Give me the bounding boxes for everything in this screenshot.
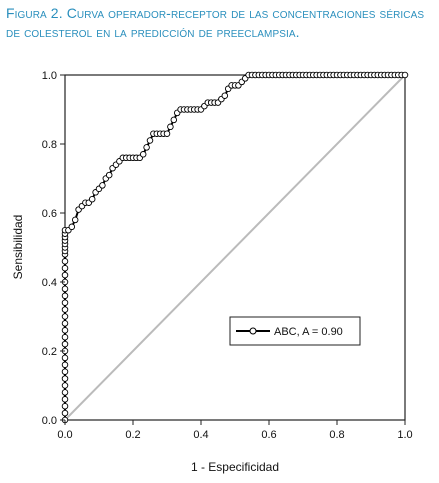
roc-point (163, 130, 171, 137)
roc-point (61, 375, 69, 382)
roc-point (71, 216, 79, 224)
roc-point (61, 271, 69, 279)
x-axis-title: 1 - Especificidad (191, 460, 279, 474)
y-tick-label: 0.6 (42, 208, 57, 220)
roc-point (143, 144, 150, 151)
roc-point (61, 258, 69, 265)
y-tick-label: 0.8 (42, 139, 57, 151)
roc-point (401, 71, 409, 79)
roc-point (61, 306, 69, 313)
x-tick-label: 0.4 (193, 429, 208, 441)
x-tick-label: 1.0 (397, 429, 412, 441)
roc-point (88, 195, 96, 203)
legend-label: ABC, A = 0.90 (274, 326, 343, 338)
roc-point (61, 313, 69, 320)
roc-point (61, 333, 69, 341)
y-tick-label: 0.4 (42, 277, 57, 289)
roc-point (221, 92, 229, 99)
roc-point (61, 327, 69, 334)
roc-point (61, 320, 69, 327)
roc-point (61, 389, 69, 396)
y-tick-label: 0.0 (42, 415, 57, 427)
x-tick-label: 0.2 (125, 429, 140, 441)
roc-point (61, 396, 69, 403)
roc-point (61, 382, 69, 389)
roc-point (105, 171, 113, 179)
y-axis-title: Sensibilidad (11, 215, 25, 280)
roc-point (61, 299, 69, 306)
roc-point (61, 368, 69, 375)
roc-point (61, 402, 69, 410)
roc-point (61, 285, 69, 293)
roc-point (61, 264, 69, 272)
roc-point (99, 182, 106, 189)
y-tick-label: 0.2 (42, 346, 57, 358)
y-tick-label: 1.0 (42, 70, 57, 82)
figure-label: Figura 2. (6, 5, 63, 21)
x-tick-label: 0.6 (261, 429, 276, 441)
x-tick-label: 0.0 (57, 429, 72, 441)
x-tick-label: 0.8 (329, 429, 344, 441)
roc-point (61, 361, 69, 369)
roc-point (61, 354, 69, 362)
roc-point (146, 137, 154, 144)
legend-marker (249, 327, 257, 335)
roc-point (68, 223, 76, 231)
roc-point (61, 340, 69, 348)
legend: ABC, A = 0.90 (229, 316, 361, 346)
roc-point (139, 151, 147, 158)
roc-point (167, 123, 174, 131)
figure-caption: Figura 2. Curva operador-receptor de las… (6, 4, 436, 42)
reference-diagonal-line (64, 74, 406, 421)
roc-point (61, 292, 69, 300)
figure-caption-text: Curva operador-receptor de las concentra… (6, 5, 425, 40)
roc-point (170, 116, 178, 124)
roc-point (61, 409, 69, 417)
